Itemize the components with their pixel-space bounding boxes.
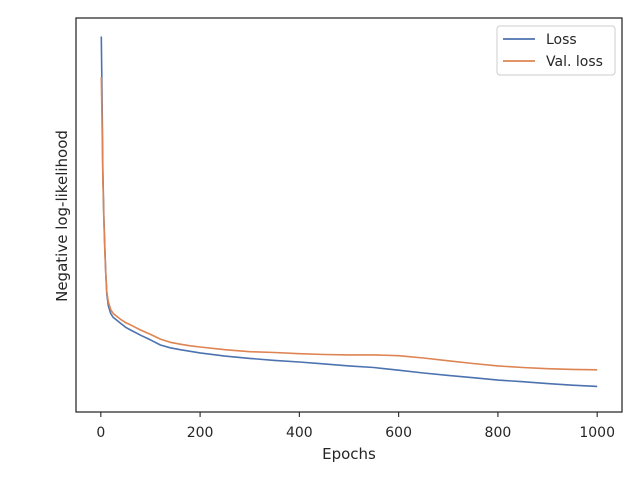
- series-line-loss: [100, 36, 598, 388]
- x-tick-label: 0: [96, 425, 105, 441]
- x-tick-label: 400: [286, 425, 313, 441]
- legend-label-val-loss: Val. loss: [546, 54, 603, 70]
- x-tick-label: 800: [485, 425, 512, 441]
- legend-label-loss: Loss: [546, 32, 577, 48]
- series-layer: [100, 36, 598, 388]
- plot-frame: [75, 17, 623, 413]
- y-axis-label: Negative log-likelihood: [53, 130, 71, 302]
- x-tick-label: 600: [385, 425, 412, 441]
- series-line-val-loss: [100, 77, 598, 371]
- x-tick-label: 1000: [579, 425, 615, 441]
- x-tick-label: 200: [187, 425, 214, 441]
- legend: Loss Val. loss: [496, 25, 616, 76]
- x-axis: 0 200 400 600 800 1000: [96, 412, 615, 441]
- x-axis-label: Epochs: [322, 445, 376, 463]
